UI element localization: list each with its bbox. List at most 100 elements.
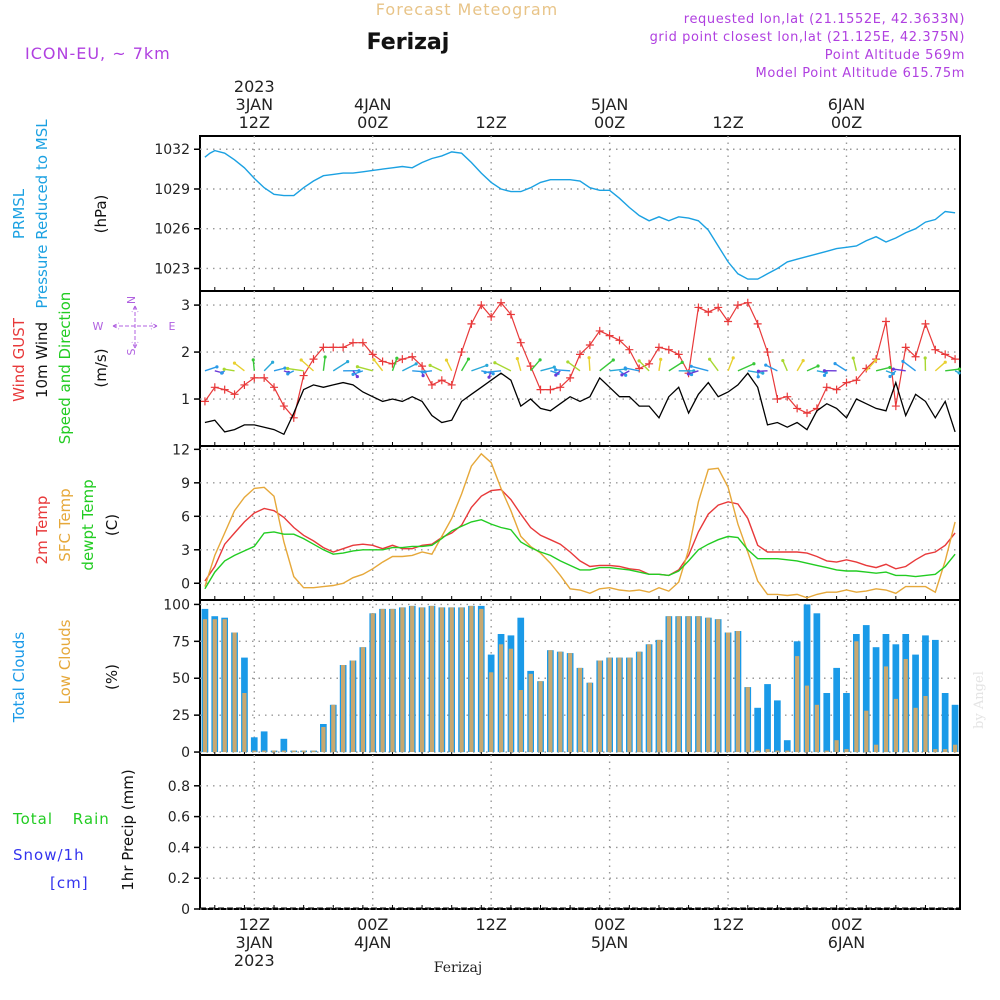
gust-marker: [605, 331, 614, 340]
wind-arrow: [471, 364, 488, 372]
wind-arrow: [609, 368, 626, 372]
low-cloud-bar: [301, 750, 306, 753]
ylabel-2m-temp: 2m Temp: [33, 496, 51, 565]
wind-arrow: [852, 357, 858, 372]
wind-arrowhead: [659, 357, 663, 361]
top-time-label: 00Z: [831, 113, 862, 132]
gust-marker: [664, 345, 673, 354]
gust-marker: [793, 404, 802, 413]
gust-marker: [526, 362, 535, 371]
low-cloud-bar: [943, 749, 948, 753]
ylabel-c: (C): [103, 514, 121, 536]
gust-marker: [773, 395, 782, 404]
ylabel-precip: 1hr Precip (mm): [119, 769, 137, 890]
wind-arrowhead: [466, 357, 471, 361]
wind-arrowhead: [923, 356, 927, 360]
wind-arrowhead: [587, 356, 591, 360]
wind-arrowhead: [232, 361, 237, 365]
wind-arrowhead: [752, 362, 756, 366]
gust-marker: [743, 298, 752, 307]
wind-arrow: [567, 361, 581, 372]
ylabel-dewpt-temp: dewpt Temp: [79, 479, 97, 570]
low-cloud-bar: [745, 687, 750, 753]
ylabel-hpa: (hPa): [92, 195, 110, 234]
low-cloud-bar: [380, 608, 385, 753]
low-cloud-bar: [765, 749, 770, 753]
wind-arrowhead: [623, 366, 627, 370]
total-cloud-bar: [833, 667, 840, 752]
low-cloud-bar: [350, 660, 356, 752]
bottom-time-label: 4JAN: [354, 933, 392, 952]
gust-marker: [654, 343, 663, 352]
label-total-rain: Total Rain: [12, 810, 110, 828]
bottom-time-label: 6JAN: [828, 933, 866, 952]
ytick-label: 1: [181, 392, 190, 408]
wind-arrowhead: [515, 357, 519, 361]
wind-arrowhead: [346, 360, 350, 364]
gust-marker: [348, 338, 357, 347]
gust-marker: [516, 338, 525, 347]
wind-arrowhead: [395, 356, 399, 360]
gust-marker: [674, 350, 683, 359]
low-cloud-bar: [735, 631, 740, 752]
low-cloud-bar: [420, 607, 425, 753]
wind-arrowhead: [874, 358, 878, 362]
top-time-label: 4JAN: [354, 95, 392, 114]
low-cloud-bar: [617, 657, 622, 753]
wind-arrowhead: [851, 356, 855, 360]
wind-arrow: [765, 364, 778, 372]
wind-arrow: [782, 360, 788, 372]
total-cloud-bar: [517, 617, 525, 752]
low-cloud-bar: [400, 607, 405, 753]
low-cloud-bar: [903, 659, 908, 752]
low-cloud-bar: [676, 616, 681, 752]
low-cloud-bar: [755, 750, 760, 753]
low-cloud-bar: [804, 685, 810, 752]
wind-arrowhead: [552, 365, 556, 369]
low-cloud-bar: [538, 681, 543, 753]
low-cloud-bar: [923, 696, 928, 753]
wind-arrow: [445, 359, 453, 372]
total-cloud-bar: [872, 647, 880, 752]
wind-arrowhead: [781, 358, 785, 363]
ylabel-low-clouds: Low Clouds: [56, 619, 74, 704]
gust-marker: [220, 385, 229, 394]
low-cloud-bar: [696, 616, 701, 752]
gust-marker: [881, 317, 890, 326]
wind-arrow: [865, 359, 877, 372]
gust-marker: [803, 409, 812, 418]
wind-arrowhead: [943, 360, 947, 364]
wind-arrowhead: [761, 371, 765, 375]
ytick-label: 1026: [154, 222, 190, 238]
low-cloud-bar: [222, 619, 227, 753]
low-cloud-bar: [271, 750, 277, 753]
total-cloud-bar: [843, 693, 850, 752]
low-cloud-bar: [775, 750, 780, 753]
wind-arrow: [429, 364, 443, 372]
wind-arrow: [588, 357, 591, 371]
wind-arrow: [357, 366, 373, 372]
wind-arrowhead: [888, 374, 892, 379]
wind-arrow: [402, 363, 417, 372]
low-cloud-bar: [666, 616, 671, 752]
gust-marker: [714, 303, 723, 312]
ytick-label: 0.6: [168, 810, 190, 826]
wind-arrow: [332, 361, 349, 372]
total-cloud-bar: [803, 604, 811, 752]
low-cloud-bar: [893, 698, 898, 752]
gust-marker: [911, 352, 920, 361]
gust-marker: [852, 376, 861, 385]
wind-arrowhead: [686, 372, 691, 376]
low-cloud-bar: [469, 605, 474, 752]
wind-arrowhead: [372, 358, 376, 362]
ylabel-pct: (%): [103, 664, 121, 690]
low-cloud-bar: [291, 750, 296, 753]
wind-arrowhead: [554, 373, 558, 377]
ylabel-prmsl: PRMSL: [10, 188, 28, 239]
low-cloud-bar: [834, 740, 839, 752]
gust-marker: [783, 392, 792, 401]
temp-line-0: [204, 488, 956, 582]
ytick-label: 25: [172, 708, 190, 724]
